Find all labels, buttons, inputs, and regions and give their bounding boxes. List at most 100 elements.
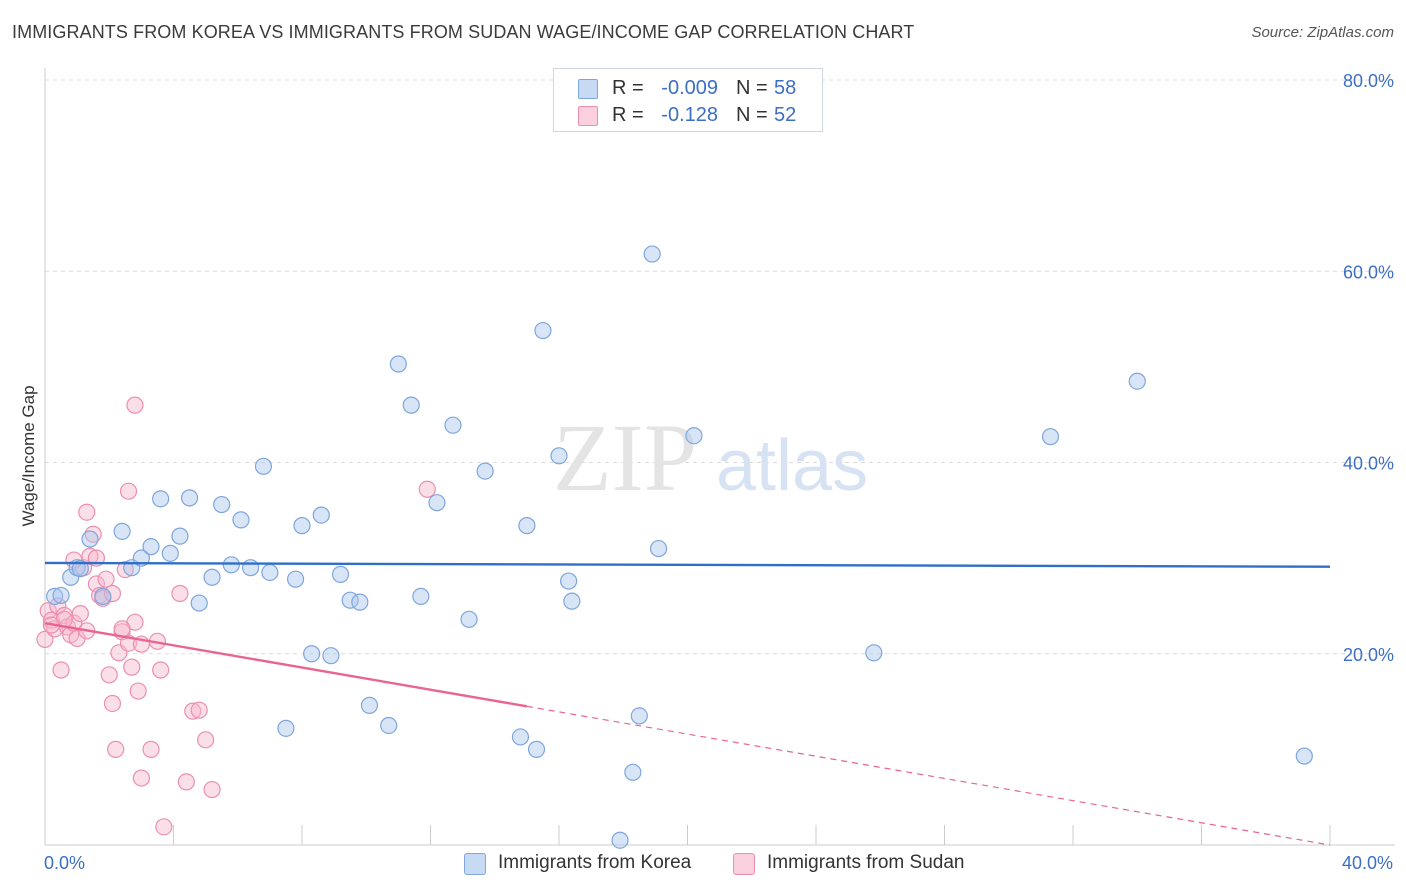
point-korea: [412, 587, 430, 605]
trend-line-sudan: [44, 621, 528, 708]
y-axis-title: Wage/Income Gap: [19, 385, 38, 526]
point-korea: [1128, 372, 1146, 390]
trend-line-sudan-extension: [526, 705, 1331, 846]
source-credit: Source: ZipAtlas.com: [1251, 24, 1394, 41]
point-korea: [331, 565, 350, 583]
watermark: ZIP atlas: [553, 404, 868, 511]
legend-n-label: N =: [736, 104, 768, 126]
point-sudan: [84, 525, 102, 543]
point-sudan: [418, 480, 436, 498]
trend-lines: [44, 561, 1331, 846]
point-korea: [527, 740, 546, 758]
point-korea: [624, 763, 642, 781]
point-korea: [351, 593, 369, 611]
point-korea: [550, 447, 568, 465]
point-korea: [52, 586, 70, 605]
point-korea: [534, 321, 552, 340]
series-sudan-points: [36, 396, 436, 836]
point-korea: [71, 560, 89, 578]
point-korea: [232, 511, 250, 529]
y-tick-label: 40.0%: [1343, 454, 1394, 474]
point-korea: [286, 570, 305, 588]
point-sudan: [129, 682, 147, 700]
point-korea: [190, 594, 208, 612]
legend-n-label: N =: [736, 77, 768, 99]
legend-swatch-korea: [578, 79, 598, 99]
point-korea: [865, 644, 883, 662]
point-korea: [685, 427, 703, 445]
point-sudan: [142, 740, 160, 758]
point-korea: [643, 245, 661, 263]
point-sudan: [190, 701, 208, 719]
series-korea-points: [46, 245, 1313, 849]
point-korea: [380, 716, 398, 735]
point-sudan: [126, 396, 144, 414]
point-korea: [46, 587, 64, 605]
legend-label-sudan: Immigrants from Sudan: [767, 852, 965, 873]
legend-row-korea: R = -0.009 N = 58: [554, 75, 822, 101]
point-korea: [303, 645, 321, 663]
point-korea: [113, 522, 131, 540]
point-sudan: [119, 482, 138, 500]
axis-labels: 20.0% 40.0% 60.0% 80.0% 0.0% 40.0% Wage/Income…: [19, 71, 1394, 873]
point-korea: [563, 592, 581, 610]
y-tick-label: 60.0%: [1343, 262, 1394, 282]
legend-label-korea: Immigrants from Korea: [498, 852, 692, 873]
point-sudan: [97, 570, 115, 588]
legend-swatch-korea: [464, 853, 486, 875]
point-sudan: [100, 666, 118, 684]
legend-swatch-sudan: [733, 853, 755, 875]
point-korea: [213, 495, 231, 514]
point-sudan: [103, 694, 122, 713]
point-korea: [222, 556, 240, 574]
point-korea: [322, 647, 340, 665]
point-korea: [428, 494, 446, 512]
point-korea: [560, 572, 578, 590]
point-korea: [161, 544, 179, 562]
point-sudan: [39, 602, 57, 620]
point-sudan: [132, 769, 150, 787]
point-korea: [402, 396, 420, 414]
point-korea: [203, 568, 221, 586]
point-sudan: [155, 818, 173, 836]
point-korea: [476, 462, 494, 480]
point-korea: [180, 489, 199, 507]
point-korea: [277, 719, 295, 737]
x-tick-label: 0.0%: [44, 853, 85, 873]
watermark-atlas: atlas: [716, 426, 868, 506]
point-korea: [293, 517, 311, 535]
correlation-legend: R = -0.009 N = 58 R = -0.128 N = 52: [553, 68, 823, 132]
point-korea: [152, 490, 170, 508]
point-korea: [444, 416, 462, 434]
legend-n-value: 52: [774, 104, 797, 126]
legend-r-label: R =: [612, 104, 644, 126]
point-sudan: [123, 658, 141, 676]
point-korea: [62, 568, 80, 586]
point-sudan: [78, 503, 96, 521]
point-sudan: [103, 584, 122, 603]
point-sudan: [71, 604, 89, 623]
point-korea: [630, 707, 648, 725]
point-korea: [261, 563, 279, 582]
point-korea: [611, 831, 629, 849]
legend-r-value: -0.009: [661, 77, 718, 99]
point-korea: [94, 587, 112, 605]
y-tick-label: 80.0%: [1343, 71, 1394, 91]
point-sudan: [197, 731, 215, 749]
point-korea: [242, 559, 260, 577]
chart-title: IMMIGRANTS FROM KOREA VS IMMIGRANTS FROM…: [12, 22, 915, 42]
point-sudan: [184, 702, 202, 720]
point-sudan: [116, 560, 134, 579]
point-sudan: [36, 630, 54, 649]
watermark-zip: ZIP: [553, 404, 697, 511]
point-korea: [312, 506, 330, 524]
trend-line-korea: [44, 561, 1331, 568]
point-korea: [360, 696, 379, 714]
point-korea: [254, 457, 273, 475]
point-korea: [1041, 428, 1060, 446]
legend-n-value: 58: [774, 77, 797, 99]
y-tick-label: 20.0%: [1343, 645, 1394, 665]
point-sudan: [152, 661, 170, 679]
point-korea: [1295, 747, 1313, 765]
